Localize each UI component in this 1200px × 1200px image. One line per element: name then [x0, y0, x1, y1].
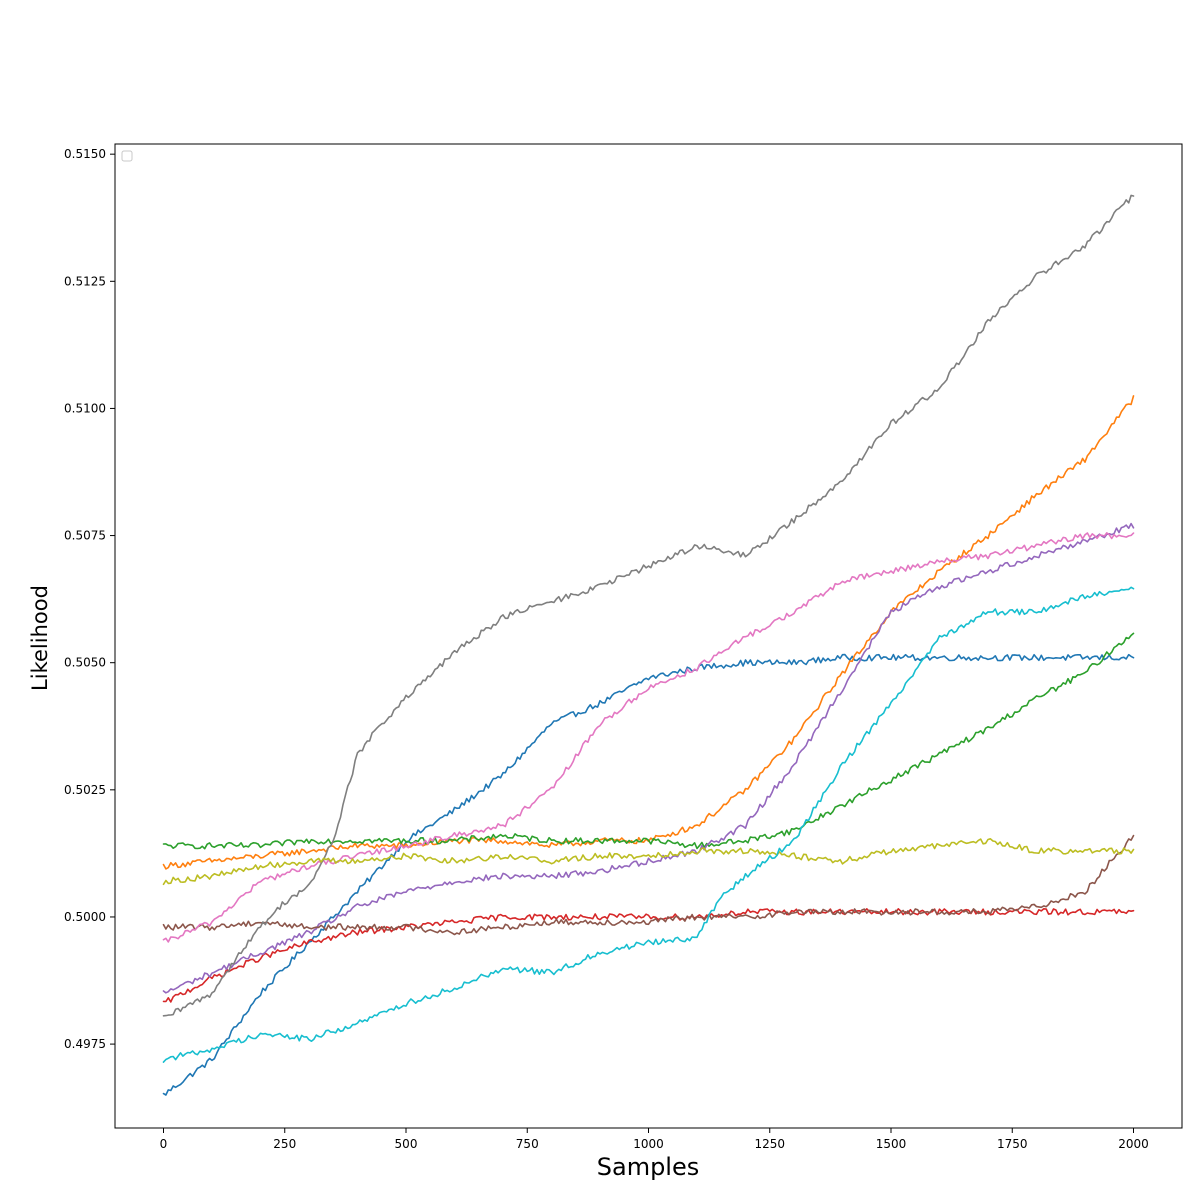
series-line-10 — [162, 586, 1135, 1063]
x-axis: 0 250 500 750 1000 1250 1500 1750 2000 — [160, 1128, 1149, 1151]
series-line-8 — [162, 194, 1135, 1017]
y-tick-label: 0.5150 — [64, 147, 106, 161]
y-tick-label: 0.5075 — [64, 529, 106, 543]
series-line-7 — [162, 532, 1135, 943]
x-tick-label: 1500 — [876, 1137, 907, 1151]
series-line-6 — [162, 834, 1135, 936]
x-axis-label: Samples — [597, 1153, 700, 1181]
series-line-5 — [162, 522, 1135, 994]
x-tick-label: 750 — [516, 1137, 539, 1151]
series-line-9 — [162, 837, 1135, 886]
legend-box — [121, 150, 133, 162]
plot-area — [115, 144, 1182, 1128]
series-layer — [162, 194, 1135, 1096]
x-tick-label: 1000 — [633, 1137, 664, 1151]
x-tick-label: 0 — [160, 1137, 168, 1151]
y-tick-label: 0.5025 — [64, 783, 106, 797]
y-tick-label: 0.5100 — [64, 401, 106, 415]
series-line-1 — [162, 653, 1135, 1096]
x-tick-label: 1250 — [754, 1137, 785, 1151]
y-tick-label: 0.5125 — [64, 274, 106, 288]
x-tick-label: 1750 — [997, 1137, 1028, 1151]
y-axis-label: Likelihood — [28, 585, 52, 691]
y-tick-label: 0.5050 — [64, 656, 106, 670]
series-line-3 — [162, 632, 1135, 850]
y-axis: 0.4975 0.5000 0.5025 0.5050 0.5075 0.5100 0.51… — [64, 147, 115, 1051]
x-tick-label: 2000 — [1118, 1137, 1149, 1151]
x-tick-label: 500 — [395, 1137, 418, 1151]
x-tick-label: 250 — [273, 1137, 296, 1151]
y-tick-label: 0.5000 — [64, 910, 106, 924]
y-tick-label: 0.4975 — [64, 1037, 106, 1051]
